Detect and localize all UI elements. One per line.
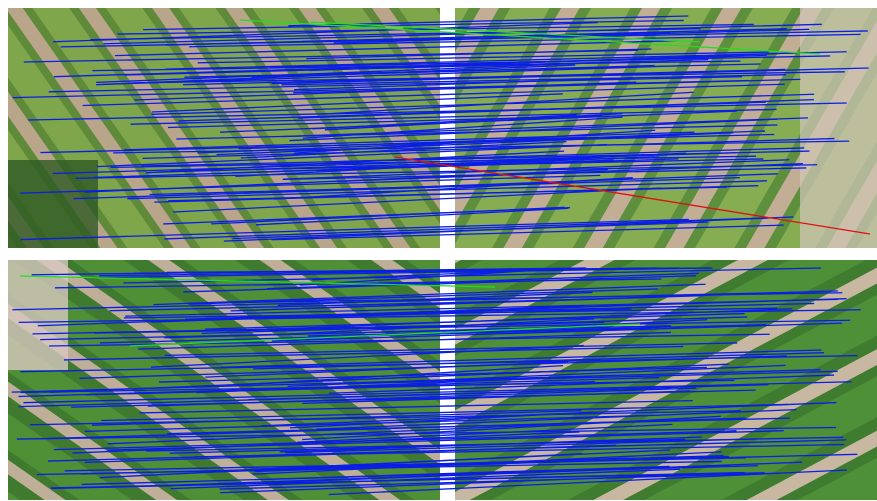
path-area bbox=[800, 8, 877, 248]
page: (() => { JSON.parse(document.getElementB… bbox=[0, 0, 877, 501]
shrub-area bbox=[8, 160, 98, 248]
match-visualization bbox=[0, 0, 877, 501]
